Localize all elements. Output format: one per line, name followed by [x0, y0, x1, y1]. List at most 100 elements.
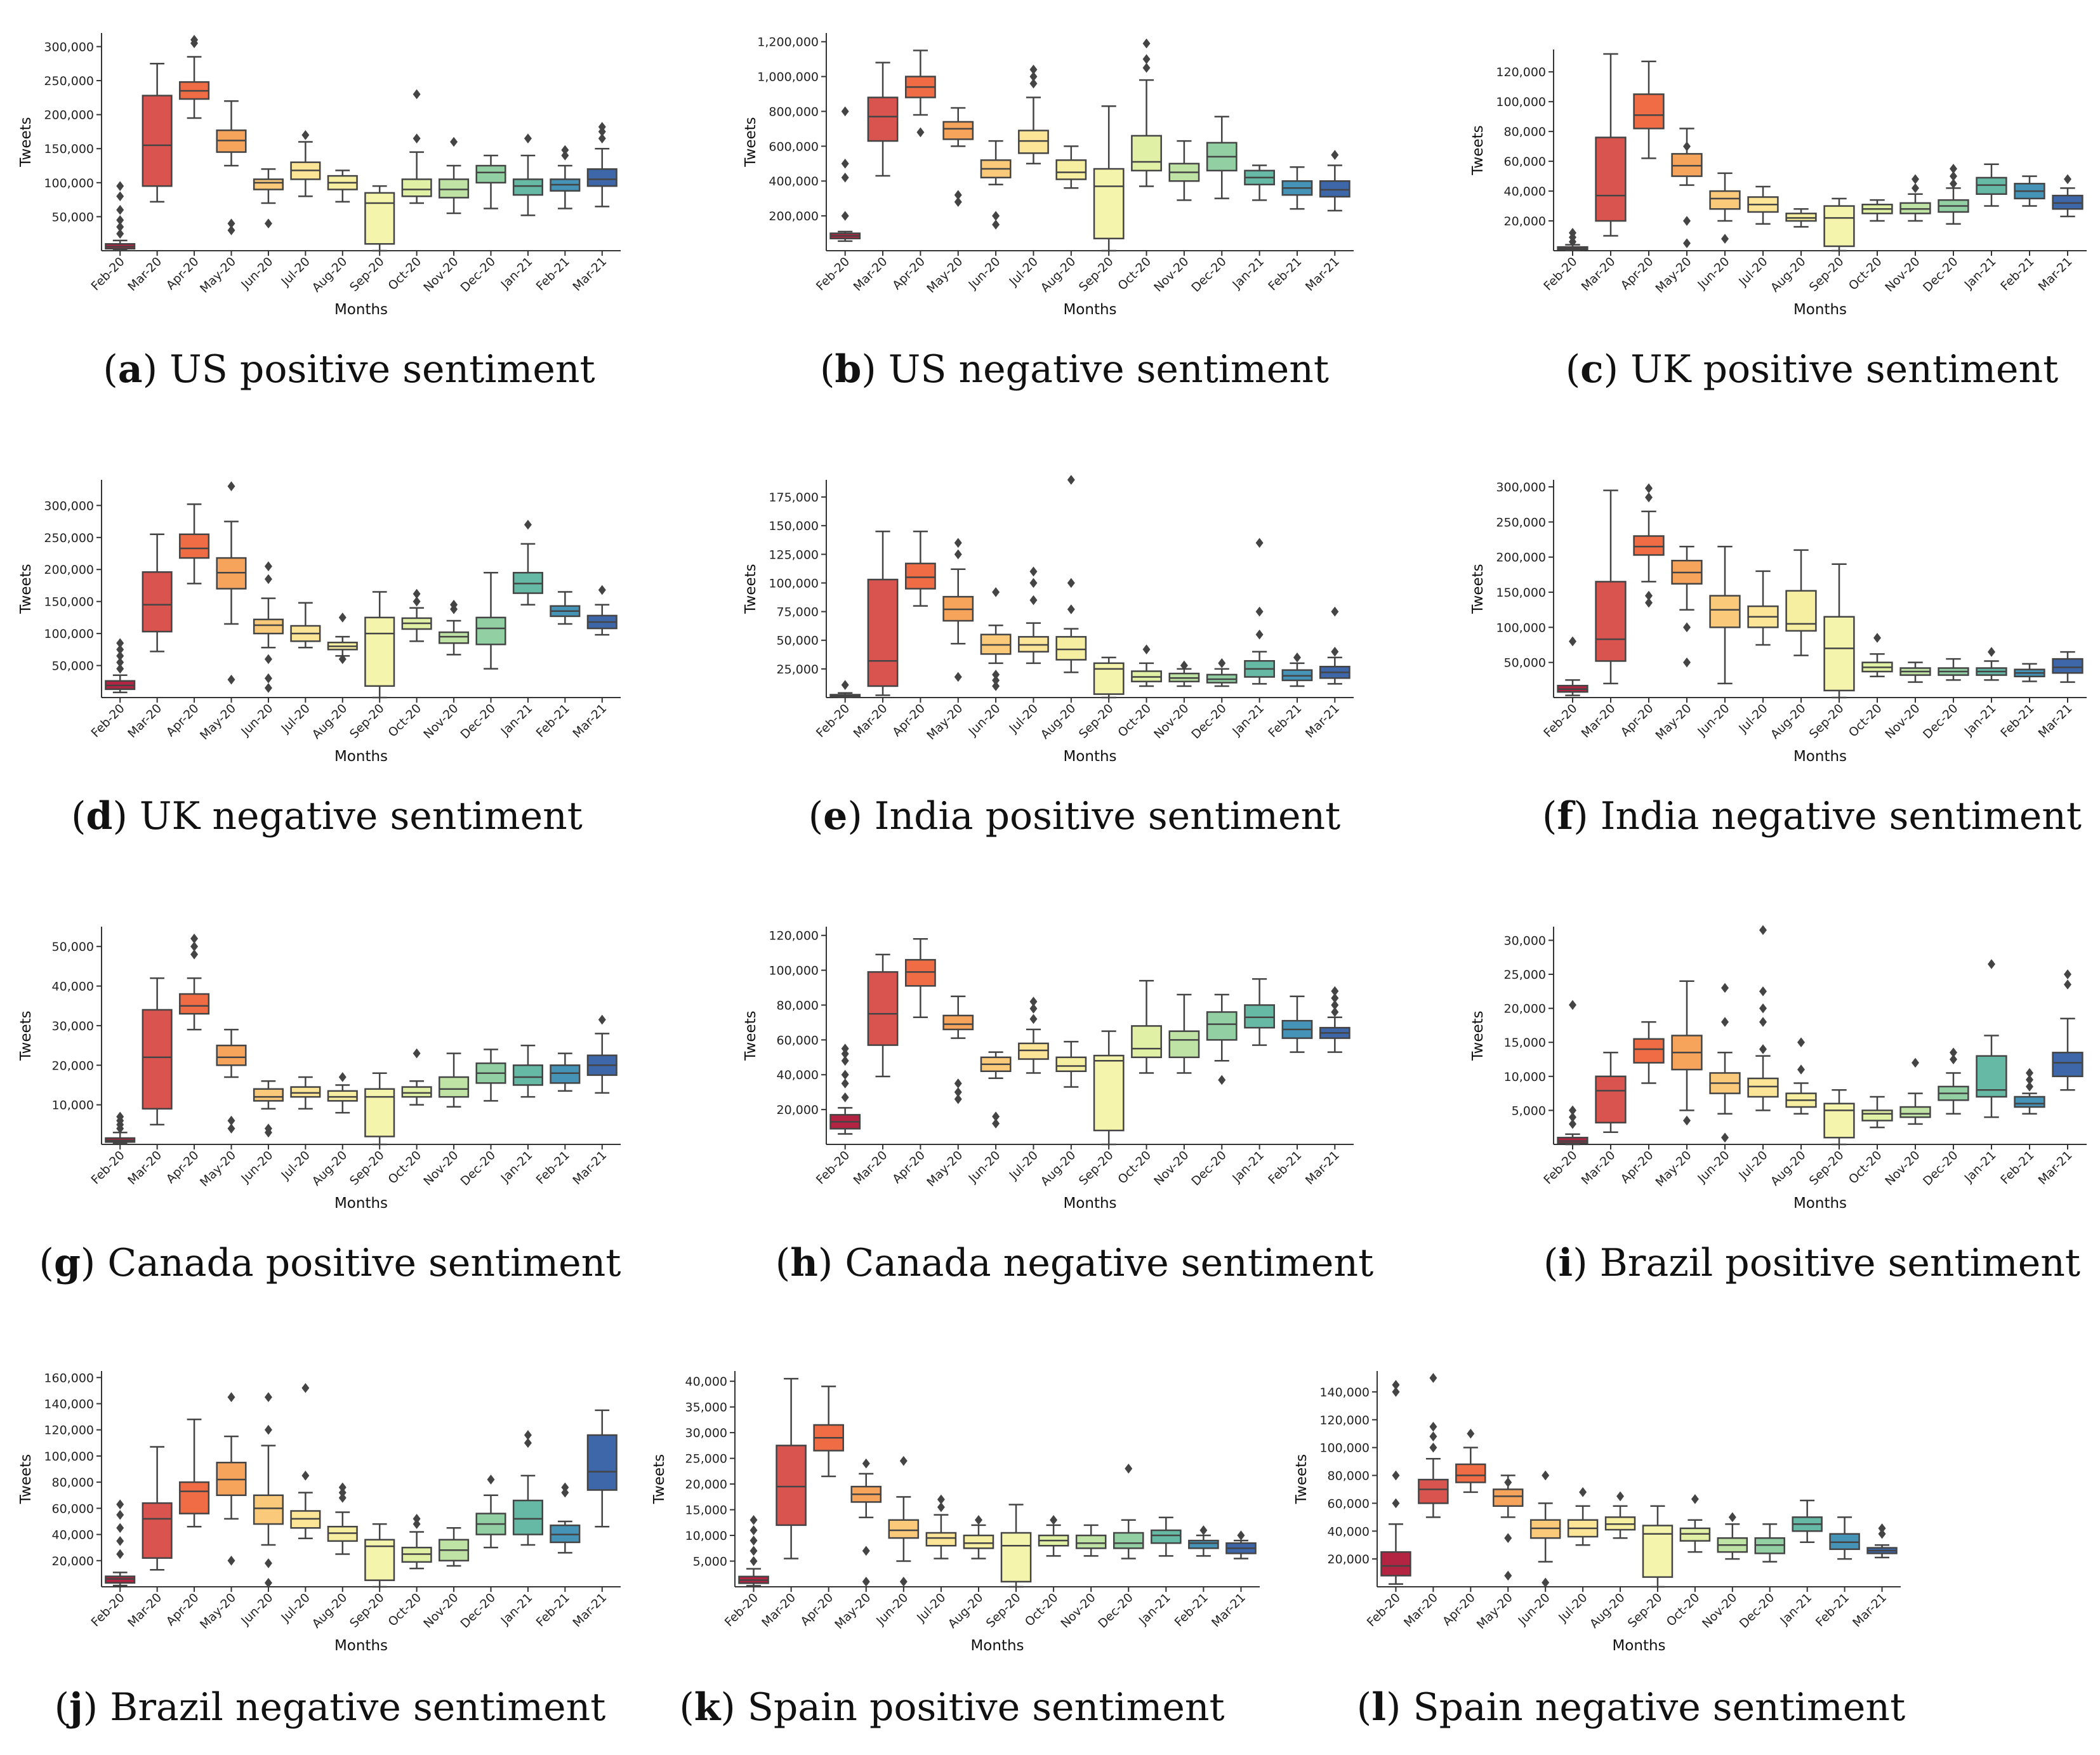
x-tick-label: May-20 — [1653, 701, 1694, 743]
y-axis-label: Tweets — [18, 117, 34, 167]
outlier-point — [2026, 1068, 2033, 1078]
x-tick-label: Apr-20 — [798, 1591, 836, 1629]
y-tick-label: 250,000 — [44, 74, 94, 88]
y-tick-label: 60,000 — [1328, 1497, 1370, 1511]
outlier-point — [1569, 636, 1576, 647]
x-tick-label: Feb-21 — [1998, 701, 2037, 740]
outlier-point — [1331, 606, 1339, 617]
x-tick-label: Aug-20 — [310, 1148, 350, 1189]
outlier-point — [1142, 644, 1151, 654]
y-tick-label: 250,000 — [44, 531, 94, 545]
y-tick-label: 20,000 — [777, 1103, 819, 1117]
x-tick-label: Jan-21 — [498, 255, 536, 292]
box-Dec-20 — [1938, 658, 1969, 681]
outlier-point — [992, 211, 1000, 221]
box-Nov-20 — [1899, 1057, 1931, 1125]
box-Mar-21 — [1225, 1530, 1257, 1560]
x-tick-label: Dec-20 — [458, 1148, 499, 1189]
box-May-20 — [1493, 1474, 1524, 1581]
outlier-point — [116, 651, 124, 661]
x-tick-label: Jul-20 — [1007, 255, 1041, 289]
outlier-point — [116, 644, 124, 655]
x-tick-label: May-20 — [1653, 255, 1694, 296]
x-tick-label: Mar-20 — [851, 255, 890, 294]
x-tick-label: Oct-20 — [1115, 701, 1154, 740]
outlier-point — [1645, 590, 1653, 601]
caption-text: ) Spain negative sentiment — [1386, 1685, 1905, 1730]
box-Mar-20 — [142, 977, 173, 1126]
box-Oct-20 — [1861, 199, 1893, 222]
x-tick-label: Dec-20 — [1189, 255, 1229, 295]
x-tick-label: Feb-20 — [1364, 1591, 1403, 1629]
box-rect — [586, 168, 617, 187]
outlier-point — [264, 574, 272, 585]
box-rect — [942, 1014, 974, 1031]
x-tick-label: Jun-20 — [238, 1591, 275, 1628]
box-Dec-20 — [1113, 1464, 1144, 1560]
outlier-point — [190, 933, 199, 944]
x-tick-label: May-20 — [197, 701, 239, 743]
caption-text: ) Canada negative sentiment — [818, 1241, 1373, 1285]
outlier-point — [1950, 178, 1957, 189]
box-Oct-20 — [1861, 1096, 1893, 1129]
x-tick-label: Dec-20 — [1737, 1591, 1778, 1631]
outlier-point — [413, 1514, 421, 1524]
outlier-point — [1797, 1037, 1805, 1048]
x-tick-label: Sep-20 — [984, 1591, 1024, 1631]
outlier-point — [190, 941, 199, 951]
x-tick-label: Feb-21 — [1265, 1148, 1304, 1187]
outlier-point — [1683, 216, 1691, 226]
outlier-point — [1331, 986, 1339, 997]
outlier-point — [264, 654, 272, 665]
box-Feb-20 — [1557, 1000, 1588, 1146]
box-rect — [1018, 1042, 1049, 1060]
box-Feb-20 — [105, 1499, 136, 1587]
y-tick-label: 200,000 — [44, 109, 94, 123]
x-tick-label: Feb-21 — [1998, 1148, 2037, 1187]
x-tick-label: May-20 — [924, 701, 965, 743]
caption-text: ) India positive sentiment — [847, 794, 1340, 838]
x-tick-label: Aug-20 — [1768, 701, 1809, 742]
panel-caption: (e) India positive sentiment — [809, 794, 1341, 838]
box-rect — [1595, 1075, 1627, 1123]
outlier-point — [1429, 1421, 1437, 1432]
x-tick-label: Mar-20 — [1579, 255, 1618, 294]
outlier-point — [524, 519, 532, 530]
outlier-point — [116, 204, 124, 215]
x-tick-label: Feb-20 — [814, 701, 852, 740]
panel-l: 20,000 40,000 60,000 80,000 100,000 120,000 14… — [1293, 1371, 1905, 1730]
x-tick-label: Sep-20 — [1625, 1591, 1665, 1631]
box-Aug-20 — [963, 1514, 994, 1560]
outlier-point — [2026, 1075, 2033, 1085]
x-tick-label: Mar-21 — [570, 255, 609, 294]
box-Mar-21 — [586, 1409, 617, 1528]
box-Sep-20 — [1000, 1504, 1032, 1588]
box-Sep-20 — [1823, 197, 1855, 252]
box-May-20 — [216, 1028, 247, 1134]
box-rect — [364, 192, 395, 245]
y-axis-label: Tweets — [743, 564, 759, 614]
panel-caption: (h) Canada negative sentiment — [776, 1241, 1373, 1285]
y-tick-label: 40,000 — [52, 980, 94, 994]
y-tick-label: 20,000 — [685, 1478, 727, 1492]
box-Mar-20 — [867, 62, 899, 177]
x-tick-label: Jun-20 — [965, 701, 1003, 739]
panel-caption: (l) Spain negative sentiment — [1357, 1685, 1905, 1730]
box-May-20 — [1671, 980, 1703, 1126]
box-Mar-21 — [1866, 1523, 1898, 1559]
box-Jul-20 — [290, 602, 321, 649]
y-tick-label: 40,000 — [777, 1068, 819, 1082]
outlier-point — [598, 1014, 606, 1025]
box-rect — [2052, 1052, 2083, 1078]
outlier-point — [116, 181, 124, 191]
x-tick-label: Jan-21 — [498, 1591, 536, 1628]
y-tick-label: 100,000 — [44, 627, 94, 641]
y-tick-label: 40,000 — [685, 1375, 727, 1389]
box-Sep-20 — [364, 591, 395, 699]
box-rect — [1055, 1056, 1087, 1073]
y-tick-label: 80,000 — [52, 1476, 94, 1490]
box-Apr-20 — [179, 503, 210, 585]
outlier-point — [338, 654, 347, 665]
box-Mar-20 — [867, 530, 899, 696]
box-Mar-21 — [2052, 174, 2083, 218]
